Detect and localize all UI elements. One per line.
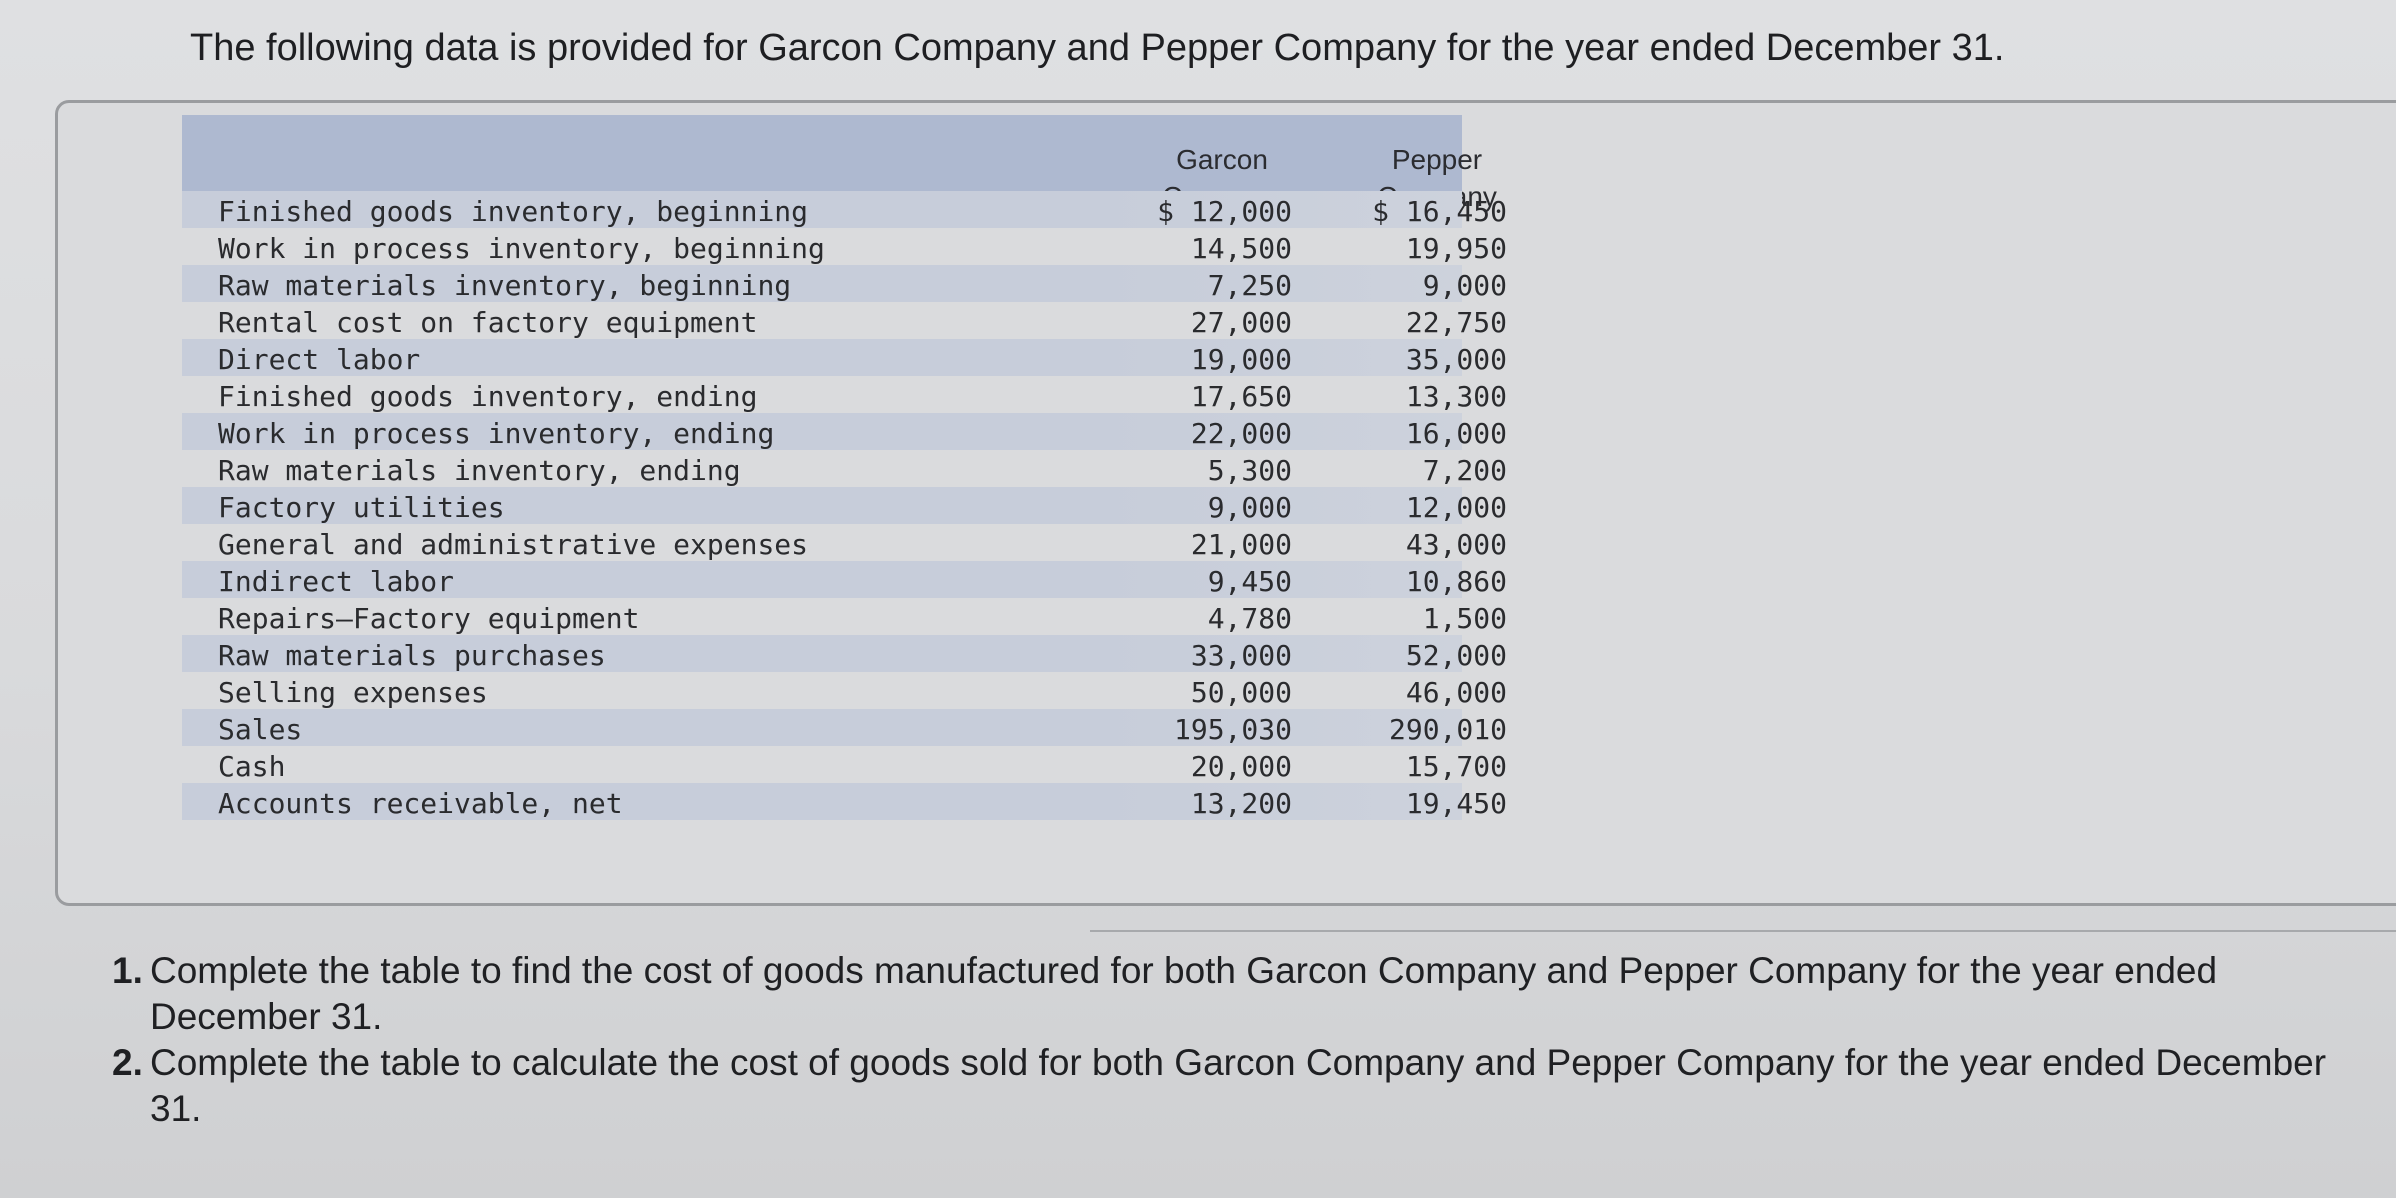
table-row: Work in process inventory, ending 22,000… (182, 413, 1507, 450)
garcon-value: 17,650 (1190, 380, 1292, 413)
question-2: 2. Complete the table to calculate the c… (112, 1040, 2372, 1132)
pepper-value: 43,000 (1405, 528, 1507, 561)
table-row: Direct labor 19,000 35,000 (182, 339, 1507, 376)
garcon-value: 9,450 (1207, 565, 1292, 598)
pepper-value: 13,300 (1405, 380, 1507, 413)
garcon-value: 19,000 (1190, 343, 1292, 376)
garcon-value: 21,000 (1190, 528, 1292, 561)
table-body: Finished goods inventory, beginning $ 12… (182, 191, 1507, 820)
row-label: Sales (218, 713, 303, 746)
garcon-value: 27,000 (1190, 306, 1292, 339)
pepper-value: 19,450 (1405, 787, 1507, 820)
table-row: Raw materials purchases 33,000 52,000 (182, 635, 1507, 672)
table-row: Factory utilities 9,000 12,000 (182, 487, 1507, 524)
section-divider (1090, 930, 2396, 932)
table-row: Indirect labor 9,450 10,860 (182, 561, 1507, 598)
row-label: Cash (218, 750, 286, 783)
question-text: Complete the table to find the cost of g… (150, 950, 2218, 1037)
garcon-value: 20,000 (1190, 750, 1292, 783)
garcon-value: 22,000 (1190, 417, 1292, 450)
table-row: Repairs—Factory equipment 4,780 1,500 (182, 598, 1507, 635)
row-label: Repairs—Factory equipment (218, 602, 640, 635)
row-label: Selling expenses (218, 676, 488, 709)
pepper-value: 52,000 (1405, 639, 1507, 672)
pepper-value: 7,200 (1422, 454, 1507, 487)
garcon-value: 13,200 (1190, 787, 1292, 820)
pepper-value: 9,000 (1422, 269, 1507, 302)
row-label: Work in process inventory, beginning (218, 232, 825, 265)
question-number: 1. (112, 950, 143, 991)
row-label: Indirect labor (218, 565, 455, 598)
row-label: Direct labor (218, 343, 421, 376)
row-label: Finished goods inventory, beginning (218, 195, 809, 228)
table-row: Raw materials inventory, ending 5,300 7,… (182, 450, 1507, 487)
pepper-value: $ 16,450 (1372, 195, 1507, 228)
pepper-value: 16,000 (1405, 417, 1507, 450)
pepper-value: 1,500 (1422, 602, 1507, 635)
table-row: Cash 20,000 15,700 (182, 746, 1507, 783)
row-label: Raw materials purchases (218, 639, 606, 672)
table-row: Finished goods inventory, ending 17,650 … (182, 376, 1507, 413)
pepper-value: 46,000 (1405, 676, 1507, 709)
table-row: Finished goods inventory, beginning $ 12… (182, 191, 1507, 228)
pepper-value: 35,000 (1405, 343, 1507, 376)
table-row: Selling expenses 50,000 46,000 (182, 672, 1507, 709)
pepper-value: 290,010 (1388, 713, 1507, 746)
row-label: Raw materials inventory, beginning (218, 269, 792, 302)
table-row: Raw materials inventory, beginning 7,250… (182, 265, 1507, 302)
pepper-value: 12,000 (1405, 491, 1507, 524)
question-number: 2. (112, 1042, 143, 1083)
garcon-value: 195,030 (1173, 713, 1292, 746)
garcon-value: 4,780 (1207, 602, 1292, 635)
question-list: 1. Complete the table to find the cost o… (112, 948, 2372, 1132)
garcon-value: 7,250 (1207, 269, 1292, 302)
garcon-value: 14,500 (1190, 232, 1292, 265)
pepper-value: 10,860 (1405, 565, 1507, 598)
row-label: Accounts receivable, net (218, 787, 623, 820)
table-row: Sales 195,030 290,010 (182, 709, 1507, 746)
garcon-value: 9,000 (1207, 491, 1292, 524)
table-row: General and administrative expenses 21,0… (182, 524, 1507, 561)
row-label: General and administrative expenses (218, 528, 809, 561)
table-row: Work in process inventory, beginning 14,… (182, 228, 1507, 265)
row-label: Work in process inventory, ending (218, 417, 775, 450)
question-1: 1. Complete the table to find the cost o… (112, 948, 2372, 1040)
question-text: Complete the table to calculate the cost… (150, 1042, 2327, 1129)
row-label: Factory utilities (218, 491, 505, 524)
pepper-value: 19,950 (1405, 232, 1507, 265)
row-label: Finished goods inventory, ending (218, 380, 758, 413)
garcon-value: 50,000 (1190, 676, 1292, 709)
table-row: Rental cost on factory equipment 27,000 … (182, 302, 1507, 339)
pepper-value: 22,750 (1405, 306, 1507, 339)
table-row: Accounts receivable, net 13,200 19,450 (182, 783, 1507, 820)
row-label: Rental cost on factory equipment (218, 306, 758, 339)
garcon-value: 33,000 (1190, 639, 1292, 672)
garcon-value: $ 12,000 (1157, 195, 1292, 228)
row-label: Raw materials inventory, ending (218, 454, 741, 487)
intro-text: The following data is provided for Garco… (190, 27, 2005, 69)
pepper-value: 15,700 (1405, 750, 1507, 783)
garcon-value: 5,300 (1207, 454, 1292, 487)
